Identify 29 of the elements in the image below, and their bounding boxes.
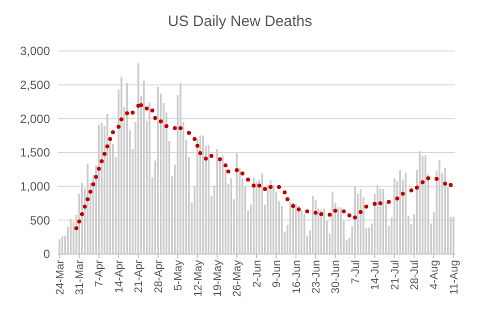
x-tick-label: 7-Apr	[94, 260, 106, 287]
x-tick-label: 19-May	[212, 260, 224, 297]
chart-title: US Daily New Deaths	[168, 13, 312, 30]
x-tick-label: 21-Jul	[389, 260, 402, 290]
x-tick-label: 7-Jul	[350, 260, 362, 284]
x-tick-label: 23-Jun	[310, 260, 322, 294]
y-tick-label: 3,000	[20, 44, 50, 58]
x-tick-label: 21-Apr	[133, 260, 146, 294]
y-tick-label: 500	[30, 213, 50, 228]
x-tick-label: 12-May	[192, 260, 204, 297]
y-tick-label: 2,500	[20, 78, 50, 92]
x-tick-label: 11-Aug	[448, 260, 460, 295]
x-tick-label: 5-May	[172, 260, 185, 291]
x-tick-label: 26-May	[232, 260, 244, 297]
x-tick-label: 4-Aug	[428, 260, 441, 290]
y-tick-label: 1,000	[20, 180, 50, 194]
x-tick-label: 30-Jun	[330, 260, 342, 294]
y-tick-label: 0	[43, 247, 50, 262]
x-tick-label: 16-Jun	[290, 260, 303, 294]
x-tick-label: 28-Jul	[408, 260, 421, 290]
y-tick-label: 1,500	[20, 146, 50, 160]
x-tick-label: 28-Apr	[152, 260, 165, 294]
x-tick-label: 14-Apr	[113, 260, 126, 294]
x-tick-label: 24-Mar	[54, 260, 66, 295]
x-tick-label: 2-Jun	[251, 260, 264, 288]
x-tick-label: 31-Mar	[74, 260, 86, 295]
x-tick-label: 9-Jun	[271, 260, 284, 288]
y-tick-label: 2,000	[20, 112, 50, 126]
x-tick-label: 14-Jul	[370, 260, 382, 290]
